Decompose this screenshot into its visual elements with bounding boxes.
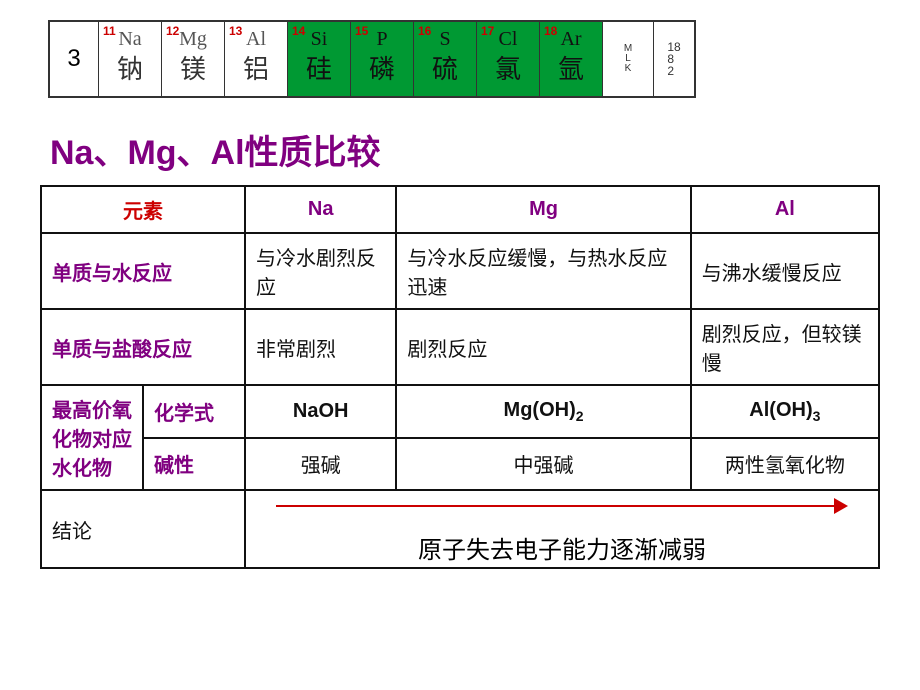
label-conclusion: 结论 <box>41 490 245 568</box>
label-water: 单质与水反应 <box>41 233 245 309</box>
arrow-line <box>276 505 838 507</box>
periodic-row: 3 11 Na 钠 12 Mg 镁 13 Al 铝 14 Si 硅 15 P 磷… <box>48 20 696 98</box>
label-base: 碱性 <box>143 438 245 491</box>
shell-numbers: 18 8 2 <box>654 22 694 96</box>
element-mg: 12 Mg 镁 <box>162 22 225 96</box>
hcl-al: 剧烈反应，但较镁慢 <box>691 309 879 385</box>
base-mg: 中强碱 <box>396 438 690 491</box>
element-al: 13 Al 铝 <box>225 22 288 96</box>
formula-na: NaOH <box>245 385 396 438</box>
water-al: 与沸水缓慢反应 <box>691 233 879 309</box>
header-element: 元素 <box>41 186 245 233</box>
comparison-table: 元素 Na Mg Al 单质与水反应 与冷水剧烈反应 与冷水反应缓慢，与热水反应… <box>40 185 880 569</box>
element-s: 16 S 硫 <box>414 22 477 96</box>
header-mg: Mg <box>396 186 690 233</box>
water-mg: 与冷水反应缓慢，与热水反应迅速 <box>396 233 690 309</box>
row-conclusion: 结论 原子失去电子能力逐渐减弱 <box>41 490 879 568</box>
header-na: Na <box>245 186 396 233</box>
arrow-head-icon <box>834 498 848 514</box>
row-formula: 最高价氧 化物对应 水化物 化学式 NaOH Mg(OH)2 Al(OH)3 <box>41 385 879 438</box>
label-formula: 化学式 <box>143 385 245 438</box>
element-p: 15 P 磷 <box>351 22 414 96</box>
period-number: 3 <box>50 22 99 96</box>
row-hcl: 单质与盐酸反应 非常剧烈 剧烈反应 剧烈反应，但较镁慢 <box>41 309 879 385</box>
base-na: 强碱 <box>245 438 396 491</box>
element-cl: 17 Cl 氯 <box>477 22 540 96</box>
hcl-mg: 剧烈反应 <box>396 309 690 385</box>
row-base: 碱性 强碱 中强碱 两性氢氧化物 <box>41 438 879 491</box>
water-na: 与冷水剧烈反应 <box>245 233 396 309</box>
conclusion-text: 原子失去电子能力逐渐减弱 <box>256 530 868 565</box>
formula-mg: Mg(OH)2 <box>396 385 690 438</box>
base-al: 两性氢氧化物 <box>691 438 879 491</box>
row-water: 单质与水反应 与冷水剧烈反应 与冷水反应缓慢，与热水反应迅速 与沸水缓慢反应 <box>41 233 879 309</box>
label-oxide: 最高价氧 化物对应 水化物 <box>41 385 143 490</box>
element-ar: 18 Ar 氩 <box>540 22 603 96</box>
header-al: Al <box>691 186 879 233</box>
formula-al: Al(OH)3 <box>691 385 879 438</box>
conclusion-cell: 原子失去电子能力逐渐减弱 <box>245 490 879 568</box>
element-na: 11 Na 钠 <box>99 22 162 96</box>
label-hcl: 单质与盐酸反应 <box>41 309 245 385</box>
hcl-na: 非常剧烈 <box>245 309 396 385</box>
shell-letters: M L K <box>603 22 654 96</box>
header-row: 元素 Na Mg Al <box>41 186 879 233</box>
element-si: 14 Si 硅 <box>288 22 351 96</box>
page-title: Na、Mg、Al性质比较 <box>50 125 381 174</box>
